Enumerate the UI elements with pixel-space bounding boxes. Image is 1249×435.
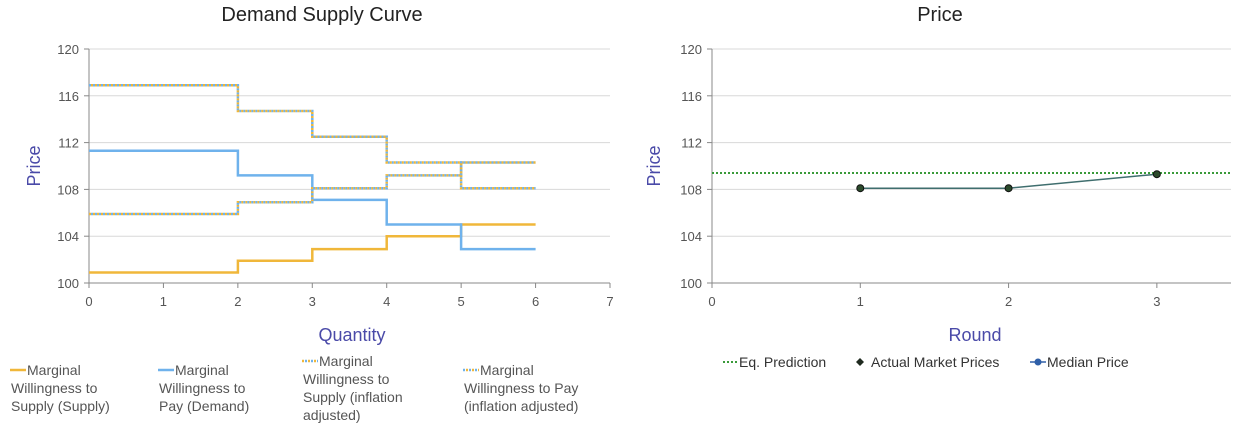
actual-price-point bbox=[1152, 170, 1161, 179]
y-tick-label: 104 bbox=[57, 229, 79, 244]
x-tick-label: 0 bbox=[708, 294, 715, 309]
y-axis-title: Price bbox=[644, 145, 664, 186]
y-tick-label: 108 bbox=[680, 182, 702, 197]
legend-label: Willingness to bbox=[159, 380, 246, 396]
x-axis-title: Round bbox=[948, 325, 1001, 345]
y-tick-label: 112 bbox=[58, 136, 79, 151]
chart-title: Demand Supply Curve bbox=[221, 4, 422, 26]
y-tick-label: 120 bbox=[57, 42, 79, 57]
series-line-2 bbox=[89, 149, 536, 251]
demand-supply-chart: Demand Supply Curve 100 104 108 112 116 120 0 1… bbox=[10, 4, 614, 423]
legend-label: Supply (Supply) bbox=[11, 398, 110, 414]
chart-title: Price bbox=[917, 4, 963, 26]
x-tick-label: 2 bbox=[1005, 294, 1012, 309]
legend-label: (inflation adjusted) bbox=[464, 398, 578, 414]
y-tick-label: 116 bbox=[681, 89, 702, 104]
legend-label: Marginal bbox=[319, 353, 373, 369]
actual-price-point bbox=[856, 184, 865, 193]
legend-marker bbox=[856, 358, 864, 366]
x-tick-label: 5 bbox=[458, 294, 465, 309]
y-tick-label: 116 bbox=[58, 89, 79, 104]
legend-label: Willingness to bbox=[11, 380, 98, 396]
y-tick-label: 112 bbox=[681, 136, 702, 151]
legend-label: Pay (Demand) bbox=[159, 398, 249, 414]
y-tick-label: 100 bbox=[57, 276, 79, 291]
x-tick-label: 1 bbox=[160, 294, 167, 309]
x-tick-label: 1 bbox=[857, 294, 864, 309]
legend-label: Willingness to bbox=[303, 371, 390, 387]
legend-label: Marginal bbox=[480, 362, 534, 378]
series-line-3 bbox=[89, 161, 536, 216]
x-axis-title: Quantity bbox=[318, 325, 385, 345]
x-tick-label: 2 bbox=[234, 294, 241, 309]
y-tick-label: 120 bbox=[680, 42, 702, 57]
price-panel: Price 100 104 108 112 116 120 0 1 2 3 Round Price… bbox=[620, 0, 1249, 435]
y-tick-label: 108 bbox=[57, 182, 79, 197]
x-tick-label: 3 bbox=[1153, 294, 1160, 309]
x-tick-label: 4 bbox=[383, 294, 390, 309]
demand-supply-panel: Demand Supply Curve 100 104 108 112 116 120 0 1… bbox=[0, 0, 620, 435]
legend-label: Marginal bbox=[27, 362, 81, 378]
legend-label: Eq. Prediction bbox=[739, 354, 826, 370]
price-chart: Price 100 104 108 112 116 120 0 1 2 3 Round Price… bbox=[644, 4, 1231, 370]
legend-label: Willingness to Pay bbox=[464, 380, 578, 396]
legend-label: Actual Market Prices bbox=[871, 354, 999, 370]
x-tick-label: 3 bbox=[309, 294, 316, 309]
series-line-4 bbox=[89, 84, 536, 190]
x-tick-label: 6 bbox=[532, 294, 539, 309]
legend-label: Median Price bbox=[1047, 354, 1129, 370]
legend-label: adjusted) bbox=[303, 407, 361, 423]
x-tick-label: 0 bbox=[85, 294, 92, 309]
legend-label: Supply (inflation bbox=[303, 389, 403, 405]
actual-price-point bbox=[1004, 184, 1013, 193]
y-tick-label: 100 bbox=[680, 276, 702, 291]
x-tick-label: 7 bbox=[606, 294, 613, 309]
legend-marker bbox=[1034, 358, 1042, 366]
legend-label: Marginal bbox=[175, 362, 229, 378]
y-tick-label: 104 bbox=[680, 229, 702, 244]
y-axis-title: Price bbox=[24, 145, 44, 186]
